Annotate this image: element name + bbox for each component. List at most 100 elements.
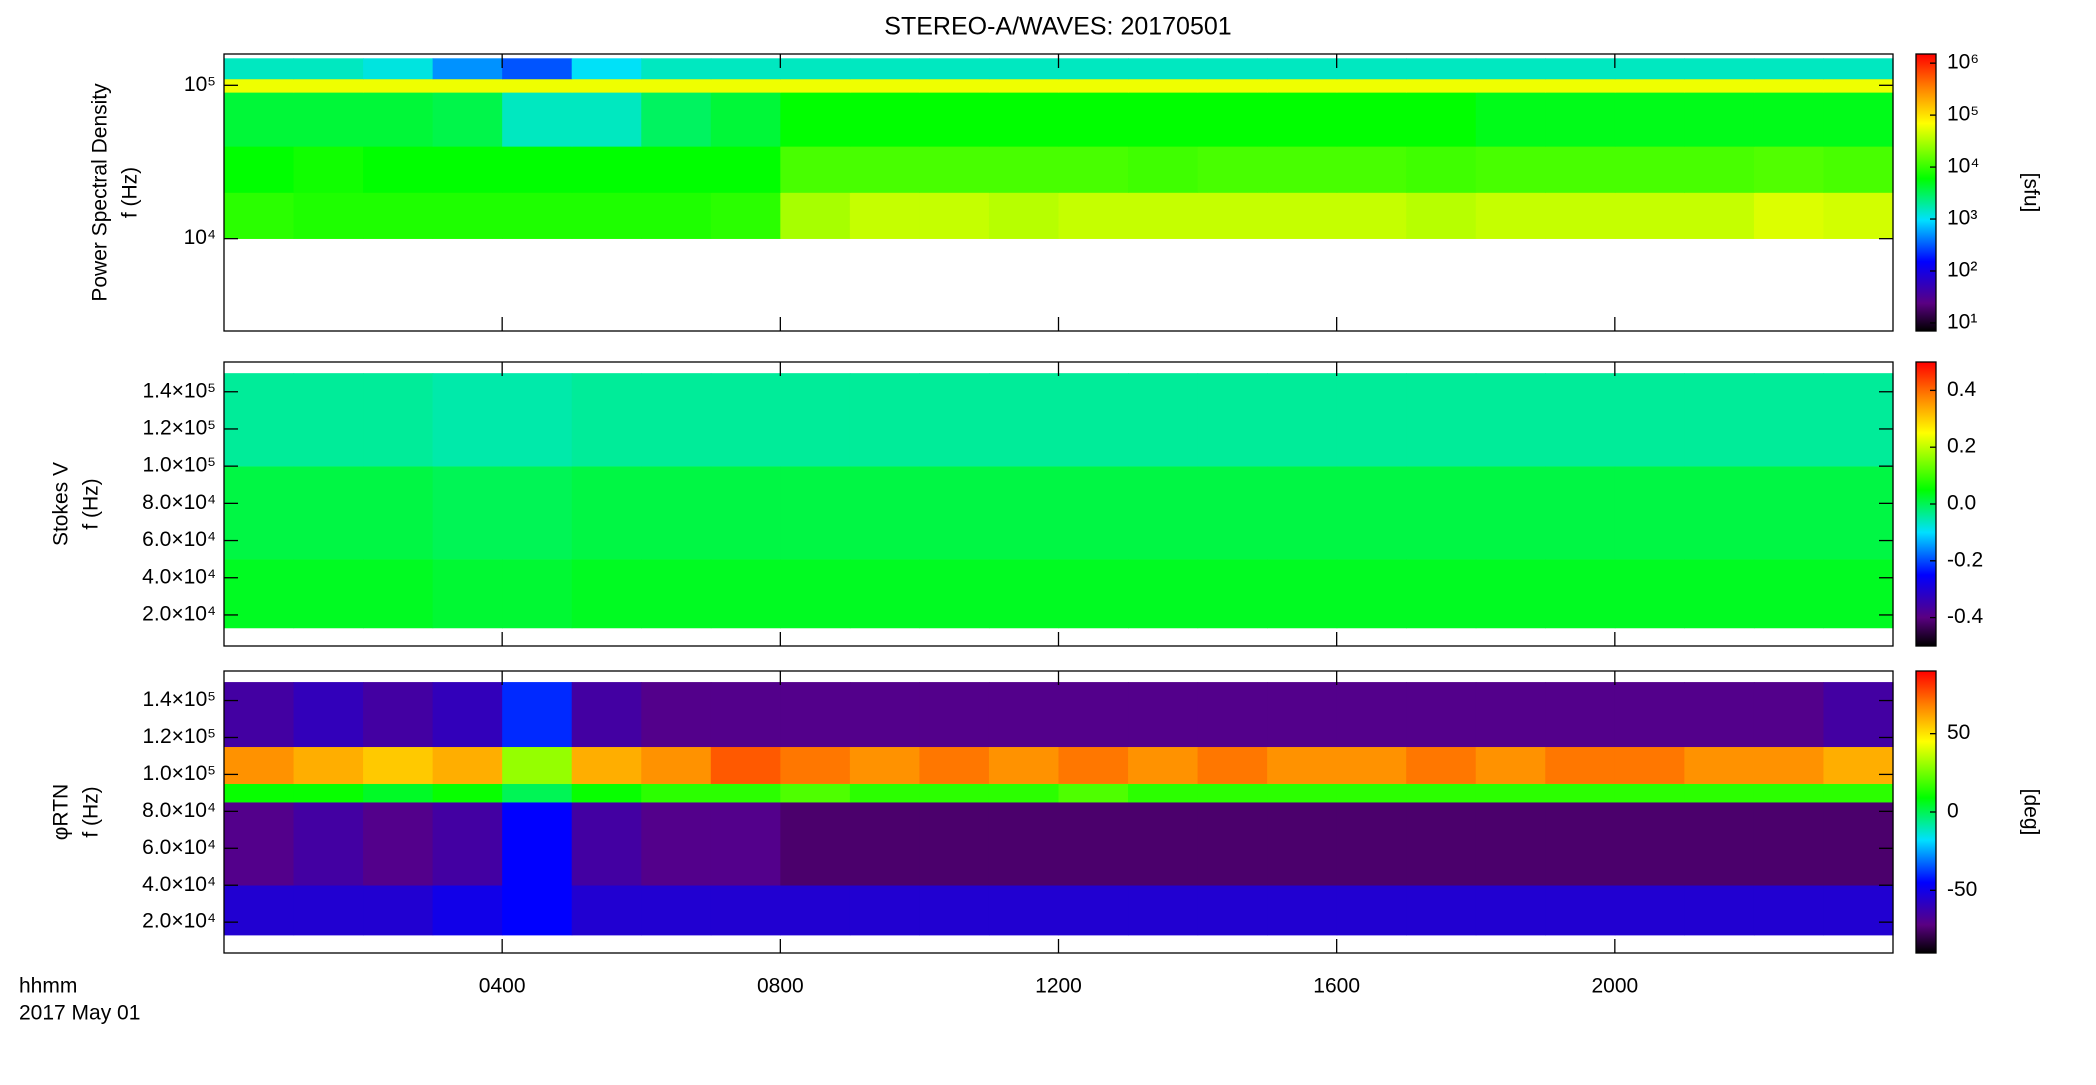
heatmap-cell [1614, 192, 1685, 239]
heatmap-cell [1684, 885, 1755, 936]
heatmap-cell [363, 146, 434, 193]
heatmap-cell [571, 58, 642, 80]
y-tick-label: 1.2×10⁵ [142, 725, 216, 748]
heatmap-cell [363, 466, 434, 560]
heatmap-cell [571, 746, 642, 784]
heatmap-cell [710, 746, 781, 784]
heatmap-cell [1336, 466, 1407, 560]
heatmap-cell [1058, 466, 1129, 560]
y-tick-label: 4.0×10⁴ [142, 565, 216, 588]
heatmap-cell [919, 682, 990, 748]
heatmap-cell [224, 802, 295, 886]
heatmap-cell [224, 466, 295, 560]
heatmap-cell [1406, 802, 1477, 886]
heatmap-cell [849, 559, 921, 629]
heatmap-cell [1267, 746, 1338, 784]
heatmap-cell [502, 466, 573, 560]
heatmap-cell [1406, 466, 1477, 560]
heatmap-cell [1128, 373, 1199, 467]
heatmap-cell [849, 58, 921, 80]
y-axis-label: f (Hz) [119, 167, 142, 218]
heatmap-cell [1614, 885, 1685, 936]
heatmap-cell [1197, 58, 1268, 80]
heatmap-cell [1128, 746, 1199, 784]
heatmap-cell [1545, 682, 1616, 748]
heatmap-cell [571, 802, 642, 886]
heatmap-cell [919, 78, 990, 93]
heatmap-cell [1684, 559, 1755, 629]
heatmap-cell [363, 682, 434, 748]
heatmap-cell [224, 783, 295, 803]
heatmap-cell [641, 58, 712, 80]
heatmap-cell [1753, 78, 1825, 93]
heatmap-cell [293, 746, 364, 784]
colorbar-label: [sfu] [2019, 173, 2042, 213]
heatmap-cell [919, 466, 990, 560]
heatmap-cell [1753, 802, 1825, 886]
heatmap-cell [571, 466, 642, 560]
heatmap-cell [919, 885, 990, 936]
heatmap-cell [1545, 192, 1616, 239]
heatmap-cell [502, 78, 573, 93]
heatmap-cell [1684, 373, 1755, 467]
heatmap-cell [293, 92, 364, 147]
heatmap-cell [363, 92, 434, 147]
heatmap-cell [988, 783, 1060, 803]
heatmap-cell [780, 682, 851, 748]
colorbar-tick-label: 0 [1947, 800, 1959, 823]
heatmap-cell [224, 559, 295, 629]
heatmap-cell [988, 373, 1060, 467]
y-axis-label: φRTN [50, 784, 73, 840]
heatmap-cell [988, 746, 1060, 784]
heatmap-cell [710, 192, 781, 239]
heatmap-cell [1128, 559, 1199, 629]
heatmap-cell [1197, 682, 1268, 748]
heatmap-cell [571, 885, 642, 936]
heatmap-cell [224, 373, 295, 467]
heatmap-cell [293, 802, 364, 886]
heatmap-cell [1406, 146, 1477, 193]
heatmap-cell [1406, 92, 1477, 147]
heatmap-cell [1753, 58, 1825, 80]
heatmap-cell [1406, 373, 1477, 467]
heatmap-cell [1753, 466, 1825, 560]
heatmap-cell [363, 559, 434, 629]
heatmap-cell [293, 885, 364, 936]
heatmap-cell [988, 885, 1060, 936]
colorbar-tick-label: -0.4 [1947, 605, 1984, 628]
y-axis-label: Stokes V [50, 462, 73, 546]
heatmap-cell [432, 783, 503, 803]
heatmap-cell [1336, 746, 1407, 784]
heatmap-cell [1823, 78, 1894, 93]
heatmap-cell [571, 783, 642, 803]
heatmap-cell [363, 802, 434, 886]
heatmap-cell [710, 92, 781, 147]
heatmap-cell [1128, 682, 1199, 748]
heatmap-cell [1684, 746, 1755, 784]
heatmap-cell [1684, 802, 1755, 886]
heatmap-cell [780, 746, 851, 784]
heatmap-cell [432, 682, 503, 748]
heatmap-cell [1336, 802, 1407, 886]
heatmap-cell [1823, 559, 1894, 629]
heatmap-cell [1684, 58, 1755, 80]
heatmap-cell [710, 146, 781, 193]
heatmap-cell [1336, 559, 1407, 629]
heatmap-cell [1336, 58, 1407, 80]
heatmap-cell [1406, 682, 1477, 748]
heatmap-cell [1614, 466, 1685, 560]
colorbar-tick-label: 0.4 [1947, 378, 1977, 401]
heatmap-cell [641, 466, 712, 560]
heatmap-cell [571, 146, 642, 193]
heatmap-cell [1406, 78, 1477, 93]
heatmap-cell [849, 746, 921, 784]
heatmap-cell [641, 146, 712, 193]
heatmap-cell [1684, 783, 1755, 803]
heatmap-cell [849, 146, 921, 193]
y-tick-label: 6.0×10⁴ [142, 528, 216, 551]
heatmap-cell [432, 559, 503, 629]
heatmap-cell [1475, 746, 1546, 784]
heatmap-cell [1058, 192, 1129, 239]
heatmap-cell [1336, 192, 1407, 239]
heatmap-cell [1267, 92, 1338, 147]
